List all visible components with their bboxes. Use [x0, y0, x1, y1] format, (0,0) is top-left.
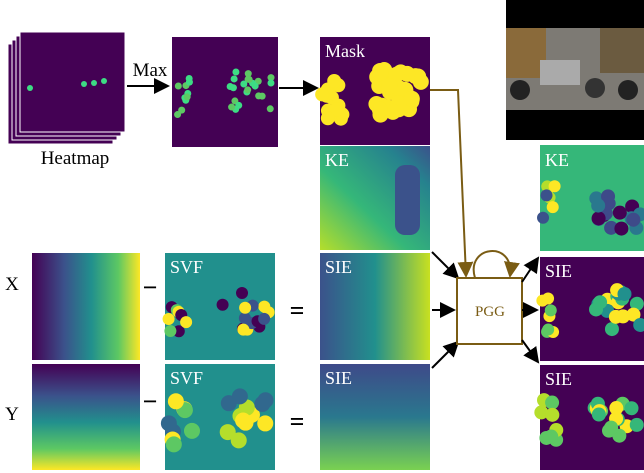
minus: − [143, 387, 158, 416]
sie-label: SIE [325, 368, 352, 388]
heatmap-stack [8, 32, 125, 144]
sie-label: SIE [325, 257, 352, 277]
blob [592, 211, 606, 225]
blob [549, 180, 561, 192]
blob [381, 78, 397, 94]
blob [404, 91, 420, 107]
blob [231, 75, 238, 82]
blob [267, 105, 274, 112]
blob [164, 325, 176, 337]
blob [618, 287, 632, 301]
minus: − [143, 273, 158, 302]
blob [252, 83, 259, 90]
blob [605, 322, 619, 336]
blob [372, 65, 388, 81]
blob [220, 424, 236, 440]
blob [630, 418, 644, 432]
arrow [432, 342, 458, 368]
blob [372, 102, 388, 118]
blob [255, 92, 262, 99]
blob [244, 86, 251, 93]
max-label: Max [133, 60, 168, 81]
blob [604, 421, 618, 435]
arrow [432, 252, 458, 278]
blob [593, 295, 607, 309]
mask-connector [430, 90, 466, 276]
blob [166, 436, 182, 452]
blob [239, 302, 251, 314]
y-label: Y [5, 404, 19, 425]
output-label: KE [545, 150, 569, 170]
x-coordinate-image [32, 253, 140, 360]
blob [235, 102, 242, 109]
svf-label: SVF [170, 368, 203, 388]
blob [258, 392, 274, 408]
pgg-loop [474, 251, 511, 278]
blob [217, 299, 229, 311]
blob [245, 70, 252, 77]
blob [178, 107, 185, 114]
equals: = [290, 296, 305, 325]
blob [232, 69, 239, 76]
blob [228, 104, 235, 111]
blob [542, 292, 554, 304]
blob [327, 74, 341, 88]
output-label: SIE [545, 369, 572, 389]
blob [237, 324, 249, 336]
blob [163, 313, 175, 325]
blob [625, 401, 639, 415]
blob [236, 287, 248, 299]
blob [175, 82, 182, 89]
blob [626, 213, 640, 227]
blob [541, 189, 553, 201]
photo [506, 0, 644, 140]
blob [238, 415, 254, 431]
blob [545, 304, 557, 316]
blob [180, 316, 192, 328]
mask-label: Mask [325, 41, 365, 61]
blob [240, 81, 247, 88]
figure: Heatmap Max Mask KE X − SVF = SIE Y − SV… [0, 0, 644, 473]
blob [258, 313, 270, 325]
blob [232, 388, 248, 404]
ke-label: KE [325, 150, 349, 170]
y-coordinate-image [32, 364, 140, 470]
x-label: X [5, 274, 19, 295]
blob [321, 111, 335, 125]
blob [591, 199, 605, 213]
blob [161, 415, 177, 431]
blob [613, 206, 627, 220]
svf-label: SVF [170, 257, 203, 277]
blob [547, 201, 559, 213]
blob [537, 212, 549, 224]
blob [545, 396, 559, 410]
pgg-label: PGG [475, 304, 505, 320]
blob [542, 324, 554, 336]
equals: = [290, 407, 305, 436]
blob [227, 83, 234, 90]
blob [267, 79, 274, 86]
arrow [522, 258, 538, 282]
arrow [522, 340, 538, 362]
blob [539, 431, 553, 445]
blob [315, 87, 329, 101]
blob [609, 401, 623, 415]
blob [184, 93, 191, 100]
blob [184, 423, 200, 439]
ke-blob [395, 165, 420, 235]
output-label: SIE [545, 261, 572, 281]
blob [545, 408, 559, 422]
heatmap-label: Heatmap [41, 148, 110, 169]
blob [614, 222, 628, 236]
blob [609, 310, 623, 324]
blob [168, 393, 184, 409]
blob [592, 408, 606, 422]
blob [246, 76, 253, 83]
blob [186, 79, 193, 86]
blob [257, 415, 273, 431]
